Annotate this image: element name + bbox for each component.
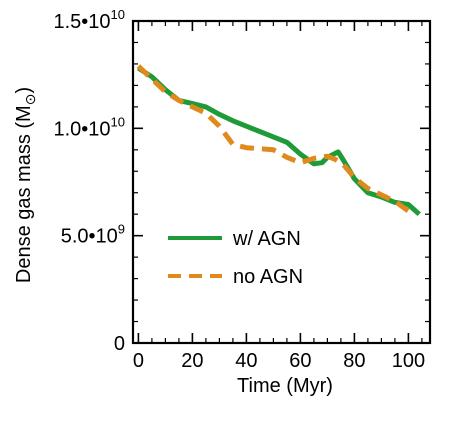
- x-tick-label: 20: [181, 350, 203, 372]
- y-tick-label: 5.0•109: [61, 222, 125, 248]
- y-tick-exponent: 10: [111, 114, 125, 129]
- x-tick-label: 0: [133, 350, 144, 372]
- y-tick-mantissa: 0: [114, 333, 125, 355]
- x-tick-label: 60: [289, 350, 311, 372]
- x-axis-title: Time (Myr): [237, 375, 333, 397]
- x-tick-label: 100: [392, 350, 425, 372]
- y-tick-label: 1.5•1010: [53, 7, 125, 33]
- y-tick-exponent: 10: [111, 7, 125, 22]
- legend-label-no-agn: no AGN: [233, 266, 303, 288]
- x-tick-label: 80: [343, 350, 365, 372]
- y-tick-exponent: 9: [118, 222, 125, 237]
- sun-symbol-icon: ⊙: [22, 94, 38, 106]
- y-tick-mantissa: 1.0•10: [53, 118, 110, 140]
- series-line-with-agn: [137, 66, 421, 217]
- y-tick-mantissa: 1.5•10: [53, 11, 110, 33]
- y-axis-title-main: Dense gas mass (M: [13, 105, 35, 283]
- y-tick-label: 1.0•1010: [53, 114, 125, 140]
- series-line-no-agn: [136, 64, 410, 214]
- y-axis-title-close: ): [13, 87, 35, 94]
- y-axis-title: Dense gas mass (M⊙): [13, 87, 38, 283]
- x-tick-label: 40: [235, 350, 257, 372]
- y-tick-mantissa: 5.0•10: [61, 226, 118, 248]
- y-tick-label: 0: [114, 333, 125, 355]
- plot-frame: [131, 19, 432, 345]
- legend-label-with-agn: w/ AGN: [232, 228, 301, 250]
